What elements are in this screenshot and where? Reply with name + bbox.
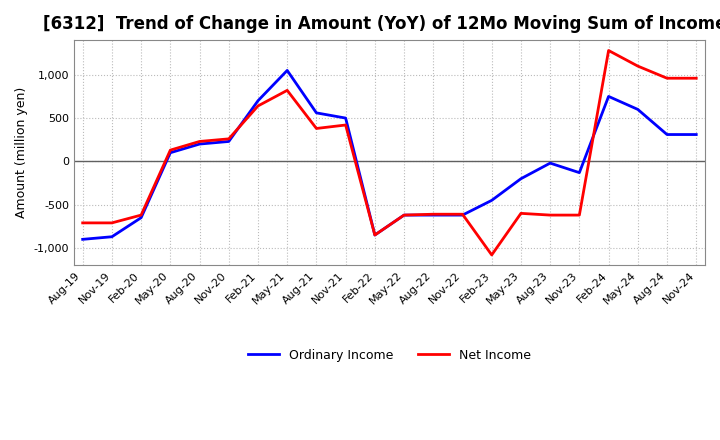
- Net Income: [429, 212, 438, 217]
- Net Income: [166, 147, 175, 153]
- Ordinary Income: [604, 94, 613, 99]
- Ordinary Income: [283, 68, 292, 73]
- Net Income: [692, 76, 701, 81]
- Net Income: [312, 126, 320, 131]
- Net Income: [371, 232, 379, 238]
- Title: [6312]  Trend of Change in Amount (YoY) of 12Mo Moving Sum of Incomes: [6312] Trend of Change in Amount (YoY) o…: [42, 15, 720, 33]
- Net Income: [253, 103, 262, 109]
- Net Income: [662, 76, 671, 81]
- Net Income: [78, 220, 87, 226]
- Ordinary Income: [166, 150, 175, 155]
- Ordinary Income: [107, 234, 116, 239]
- Ordinary Income: [517, 176, 526, 181]
- Ordinary Income: [575, 170, 584, 175]
- Ordinary Income: [400, 213, 408, 218]
- Ordinary Income: [78, 237, 87, 242]
- Y-axis label: Amount (million yen): Amount (million yen): [15, 87, 28, 218]
- Net Income: [107, 220, 116, 226]
- Net Income: [487, 252, 496, 257]
- Net Income: [634, 63, 642, 69]
- Ordinary Income: [225, 139, 233, 144]
- Net Income: [137, 213, 145, 218]
- Net Income: [283, 88, 292, 93]
- Ordinary Income: [371, 232, 379, 238]
- Net Income: [517, 211, 526, 216]
- Net Income: [341, 122, 350, 128]
- Net Income: [546, 213, 554, 218]
- Ordinary Income: [312, 110, 320, 116]
- Ordinary Income: [634, 107, 642, 112]
- Line: Ordinary Income: Ordinary Income: [83, 70, 696, 239]
- Ordinary Income: [195, 141, 204, 147]
- Net Income: [225, 136, 233, 142]
- Ordinary Income: [692, 132, 701, 137]
- Ordinary Income: [429, 213, 438, 218]
- Ordinary Income: [458, 213, 467, 218]
- Line: Net Income: Net Income: [83, 51, 696, 255]
- Net Income: [400, 213, 408, 218]
- Net Income: [604, 48, 613, 53]
- Ordinary Income: [341, 115, 350, 121]
- Ordinary Income: [662, 132, 671, 137]
- Net Income: [575, 213, 584, 218]
- Net Income: [458, 212, 467, 217]
- Ordinary Income: [546, 161, 554, 166]
- Net Income: [195, 139, 204, 144]
- Legend: Ordinary Income, Net Income: Ordinary Income, Net Income: [243, 344, 536, 367]
- Ordinary Income: [487, 198, 496, 203]
- Ordinary Income: [137, 215, 145, 220]
- Ordinary Income: [253, 98, 262, 103]
